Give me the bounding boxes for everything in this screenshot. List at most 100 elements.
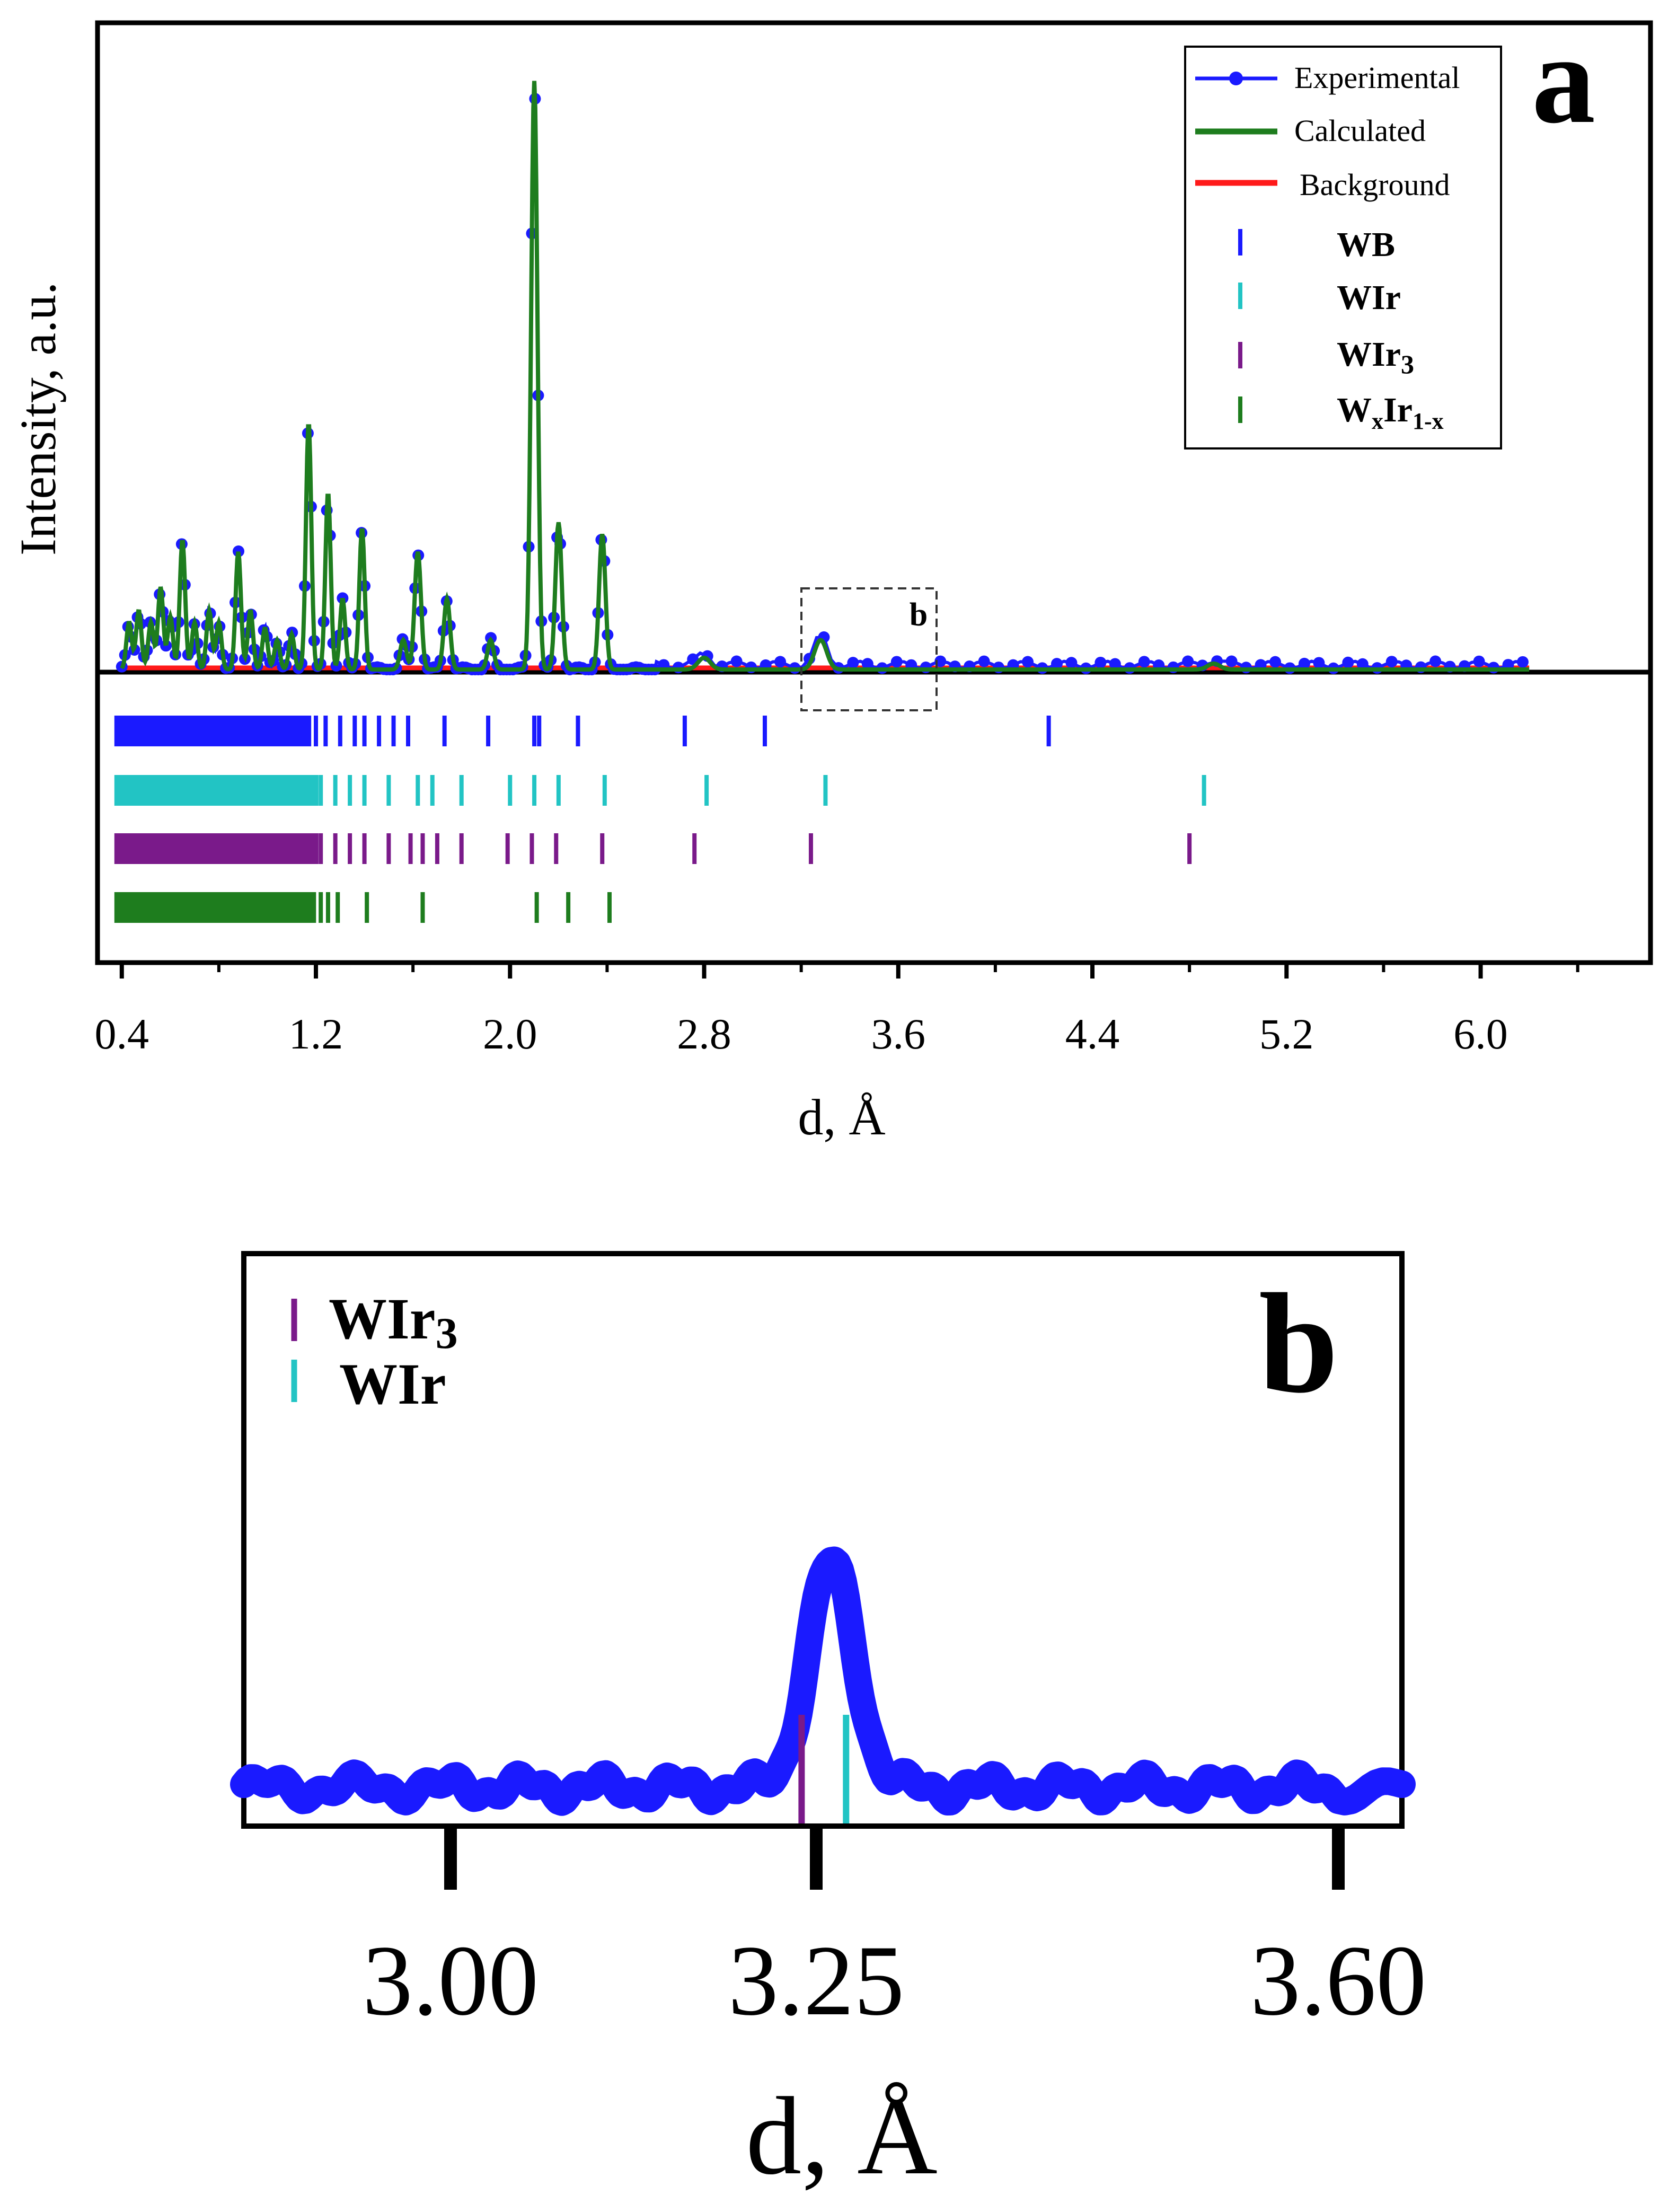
reflection-tick — [333, 775, 338, 806]
legend-label-wir3-base: WIr — [1337, 335, 1401, 374]
reflection-tick — [325, 892, 330, 923]
reflection-tick — [338, 716, 342, 746]
legend-label-wir3: WIr3 — [1337, 335, 1414, 379]
reflection-tick — [348, 833, 352, 864]
reflection-tick — [416, 775, 420, 806]
experimental-point — [232, 545, 244, 557]
inset-curve — [230, 1546, 1416, 1816]
experimental-point — [1269, 656, 1281, 668]
reflection-tick — [333, 833, 338, 864]
reflection-tick — [301, 892, 316, 923]
reflection-tick — [505, 833, 510, 864]
reflection-row — [114, 775, 1206, 806]
experimental-point — [1051, 658, 1063, 670]
legend-item-wir: WIr — [1238, 278, 1401, 317]
panel-a-frame — [95, 20, 1653, 965]
inset-reflection-markers — [798, 1715, 850, 1823]
reflection-tick — [576, 716, 580, 746]
inset-legend-label-wir3: WIr3 — [329, 1286, 458, 1358]
legend-label-background: Background — [1300, 168, 1450, 202]
experimental-point — [1429, 655, 1442, 667]
legend-item-wxir: WxIr1-x — [1238, 391, 1444, 434]
reflection-tick — [1202, 775, 1206, 806]
reflection-tick — [391, 716, 396, 746]
x-tick-label: 5.2 — [1259, 1010, 1314, 1058]
reflection-tick — [808, 833, 813, 864]
reflection-tick — [486, 716, 491, 746]
legend-label-wxir-ir: Ir — [1383, 391, 1413, 429]
inset-legend-wir3-base: WIr — [329, 1286, 436, 1351]
inset-legend: WIr3 WIr — [291, 1286, 458, 1416]
reflection-tick — [348, 775, 352, 806]
reflection-tick — [532, 775, 537, 806]
reflection-tick — [362, 775, 367, 806]
reflection-tick — [554, 833, 559, 864]
legend-label-wir: WIr — [1337, 278, 1401, 317]
reflection-tick — [377, 716, 382, 746]
reflection-tick — [319, 833, 323, 864]
experimental-point — [1385, 656, 1398, 668]
legend-label-experimental: Experimental — [1294, 60, 1460, 95]
reflection-tick — [314, 716, 319, 746]
legend-item-background: Background — [1195, 168, 1450, 202]
reflection-row — [114, 716, 1051, 746]
inset-x-tick-label: 3.25 — [728, 1925, 905, 2037]
legend-marker-experimental — [1229, 72, 1243, 85]
reflection-tick — [537, 716, 542, 746]
reflection-tick — [823, 775, 828, 806]
experimental-point — [1109, 658, 1121, 670]
legend-item-experimental: Experimental — [1195, 60, 1460, 95]
reflection-tick — [362, 716, 367, 746]
reflection-tick — [365, 892, 369, 923]
panel-letter-a: a — [1532, 8, 1595, 149]
legend-label-wxir-sub: 1-x — [1413, 408, 1444, 434]
x-axis-title: d, Å — [798, 1089, 885, 1145]
x-tick-label: 1.2 — [289, 1010, 343, 1058]
pattern-curves — [116, 81, 1530, 675]
x-tick-label: 3.6 — [871, 1010, 926, 1058]
inset-x-axis-title: d, Å — [746, 2075, 938, 2198]
legend-label-wxir-x: x — [1372, 408, 1383, 434]
reflection-tick — [442, 716, 447, 746]
reflection-tick — [508, 775, 513, 806]
reflection-tick — [386, 833, 391, 864]
experimental-point — [978, 655, 990, 667]
experimental-point — [1342, 656, 1354, 668]
panel-letter-b: b — [1259, 1264, 1338, 1423]
legend-item-wir3: WIr3 — [1238, 335, 1414, 379]
experimental-point — [1182, 655, 1194, 667]
zoom-region-box — [800, 587, 938, 711]
x-tick-label: 2.8 — [677, 1010, 731, 1058]
reflection-tick — [1046, 716, 1051, 746]
experimental-point — [1065, 657, 1078, 669]
reflection-tick — [762, 716, 767, 746]
x-tick-label: 0.4 — [95, 1010, 149, 1058]
inset-x-tick-label: 3.00 — [363, 1925, 539, 2037]
legend-item-calculated: Calculated — [1195, 113, 1426, 148]
legend-label-wxir-w: W — [1337, 391, 1372, 429]
reflection-tick — [607, 892, 612, 923]
y-axis-title: Intensity, a.u. — [10, 282, 66, 556]
panel-b-frame — [241, 1251, 1405, 1829]
experimental-point — [1516, 656, 1529, 668]
experimental-point — [774, 656, 787, 668]
legend-label-wxir: WxIr1-x — [1337, 391, 1444, 434]
reflection-tick — [556, 775, 561, 806]
reflection-tick — [600, 833, 605, 864]
reflection-tick — [296, 716, 312, 746]
reflection-tick — [602, 775, 607, 806]
inset-x-tick-label: 3.60 — [1250, 1925, 1427, 2037]
experimental-point — [1313, 657, 1325, 669]
experimental-point — [1225, 655, 1238, 667]
inset-legend-wir3-sub: 3 — [436, 1309, 458, 1358]
x-tick-label: 2.0 — [483, 1010, 537, 1058]
reflection-tick — [435, 833, 439, 864]
reflection-tick — [692, 833, 697, 864]
legend-label-wir3-sub: 3 — [1401, 349, 1414, 379]
inset-experimental-line — [230, 1546, 1416, 1816]
legend-label-wb: WB — [1337, 225, 1395, 264]
reflection-row — [114, 833, 1192, 864]
reflection-row — [114, 892, 612, 923]
x-tick-label: 6.0 — [1453, 1010, 1508, 1058]
